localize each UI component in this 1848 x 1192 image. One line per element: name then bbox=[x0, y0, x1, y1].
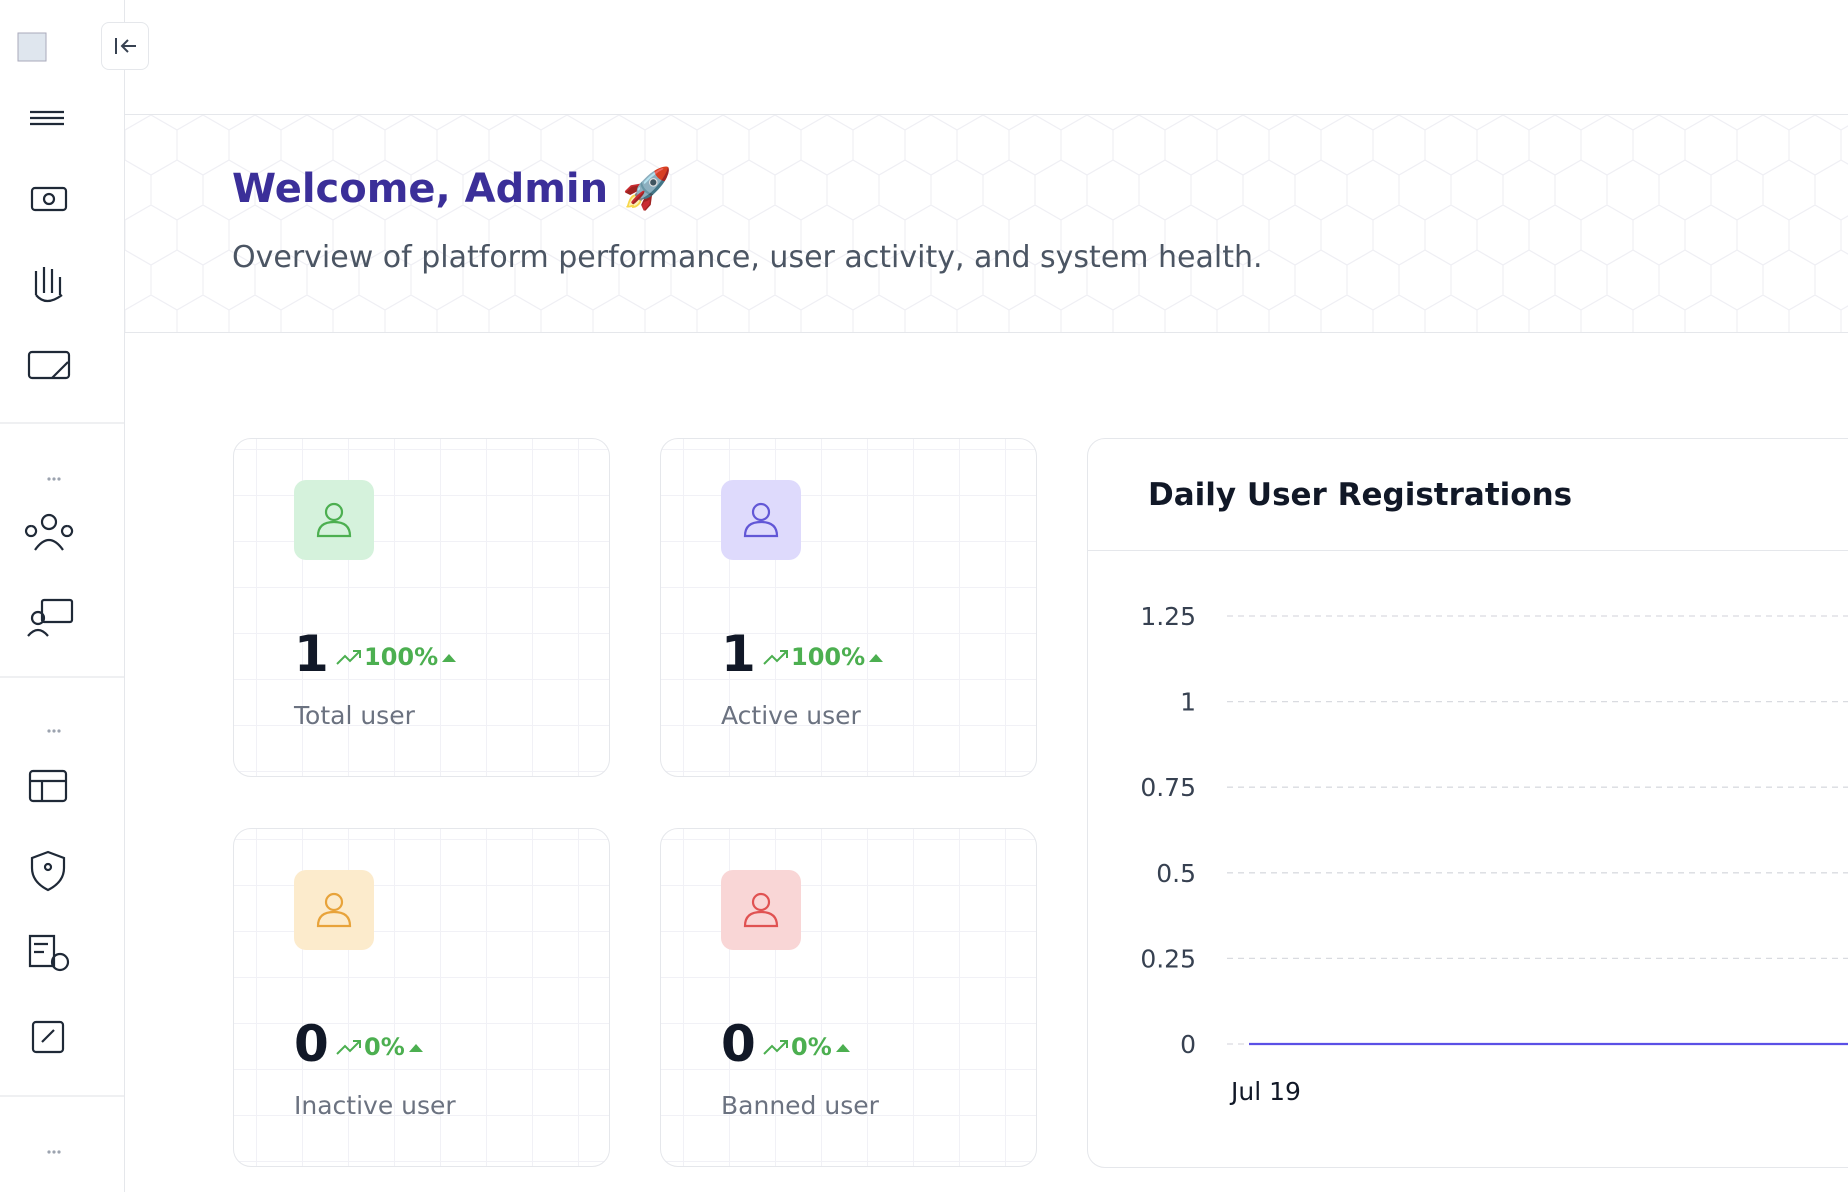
stat-change: 100% bbox=[761, 643, 887, 671]
sidebar bbox=[0, 0, 149, 1192]
triangle bbox=[408, 1044, 423, 1052]
icon-glyph bbox=[743, 502, 779, 538]
nav-icon[interactable] bbox=[30, 110, 64, 126]
triangle bbox=[869, 654, 884, 662]
stat-icon bbox=[721, 480, 801, 560]
trend-icon bbox=[763, 1040, 788, 1055]
hex-pattern bbox=[125, 115, 1848, 332]
welcome-banner: Welcome, Admin 🚀 Overview of platform pe… bbox=[125, 115, 1848, 333]
triangle bbox=[835, 1044, 850, 1052]
nav-icon[interactable] bbox=[31, 1020, 65, 1054]
trend-line bbox=[763, 650, 788, 665]
nav-icon[interactable] bbox=[40, 598, 74, 624]
nav-icon[interactable] bbox=[28, 769, 68, 803]
up-arrow bbox=[408, 1044, 423, 1052]
stat-card: 1 100% Active user bbox=[660, 438, 1037, 777]
stat-value: 0 bbox=[294, 1015, 329, 1073]
change-value: 100% bbox=[791, 643, 866, 671]
stat-label: Active user bbox=[721, 701, 861, 730]
icon-glyph bbox=[316, 502, 352, 538]
up-arrow bbox=[442, 654, 457, 662]
nav-icon[interactable] bbox=[34, 267, 63, 303]
icon-head bbox=[324, 502, 344, 522]
stat-value: 0 bbox=[721, 1015, 756, 1073]
icon-glyph bbox=[316, 892, 352, 928]
icon-body bbox=[743, 910, 779, 928]
stat-icon bbox=[294, 480, 374, 560]
stat-card: 1 100% Total user bbox=[233, 438, 610, 777]
up-arrow bbox=[869, 654, 884, 662]
stat-change: 0% bbox=[761, 1033, 854, 1061]
change-value: 100% bbox=[364, 643, 439, 671]
triangle bbox=[442, 654, 457, 662]
nav-icon[interactable] bbox=[30, 186, 68, 212]
trend-line bbox=[763, 1040, 788, 1055]
stat-card: 0 0% Inactive user bbox=[233, 828, 610, 1167]
logo bbox=[17, 32, 47, 62]
icon-head bbox=[751, 892, 771, 912]
trend-icon bbox=[763, 650, 788, 665]
divider bbox=[1088, 550, 1848, 551]
stat-label: Total user bbox=[294, 701, 415, 730]
stat-value: 1 bbox=[721, 625, 756, 683]
trend-line bbox=[336, 1040, 361, 1055]
stat-change: 100% bbox=[334, 643, 460, 671]
icon-head bbox=[751, 502, 771, 522]
top-bar bbox=[125, 0, 1848, 115]
sidebar-icons bbox=[0, 32, 124, 1154]
nav-icon[interactable] bbox=[40, 513, 58, 531]
icon-body bbox=[316, 520, 352, 538]
change-value: 0% bbox=[791, 1033, 832, 1061]
stat-icon bbox=[721, 870, 801, 950]
chart-title: Daily User Registrations bbox=[1148, 477, 1573, 513]
icon-body bbox=[316, 910, 352, 928]
nav-icon[interactable] bbox=[30, 850, 66, 892]
stat-card: 0 0% Banned user bbox=[660, 828, 1037, 1167]
nav-icon[interactable] bbox=[27, 350, 71, 380]
stat-icon bbox=[294, 870, 374, 950]
change-value: 0% bbox=[364, 1033, 405, 1061]
collapse-button[interactable] bbox=[101, 22, 149, 70]
stat-value: 1 bbox=[294, 625, 329, 683]
trend-line bbox=[336, 650, 361, 665]
up-arrow bbox=[835, 1044, 850, 1052]
stat-label: Banned user bbox=[721, 1091, 879, 1120]
page-subtitle: Overview of platform performance, user a… bbox=[232, 240, 1263, 275]
nav-icon[interactable] bbox=[28, 934, 56, 968]
page-title: Welcome, Admin 🚀 bbox=[232, 166, 672, 212]
stat-label: Inactive user bbox=[294, 1091, 456, 1120]
trend-icon bbox=[336, 1040, 361, 1055]
stat-change: 0% bbox=[334, 1033, 427, 1061]
icon-head bbox=[324, 892, 344, 912]
icon-glyph bbox=[743, 892, 779, 928]
trend-icon bbox=[336, 650, 361, 665]
chart-card: Daily User Registrations bbox=[1087, 438, 1848, 1168]
icon-body bbox=[743, 520, 779, 538]
